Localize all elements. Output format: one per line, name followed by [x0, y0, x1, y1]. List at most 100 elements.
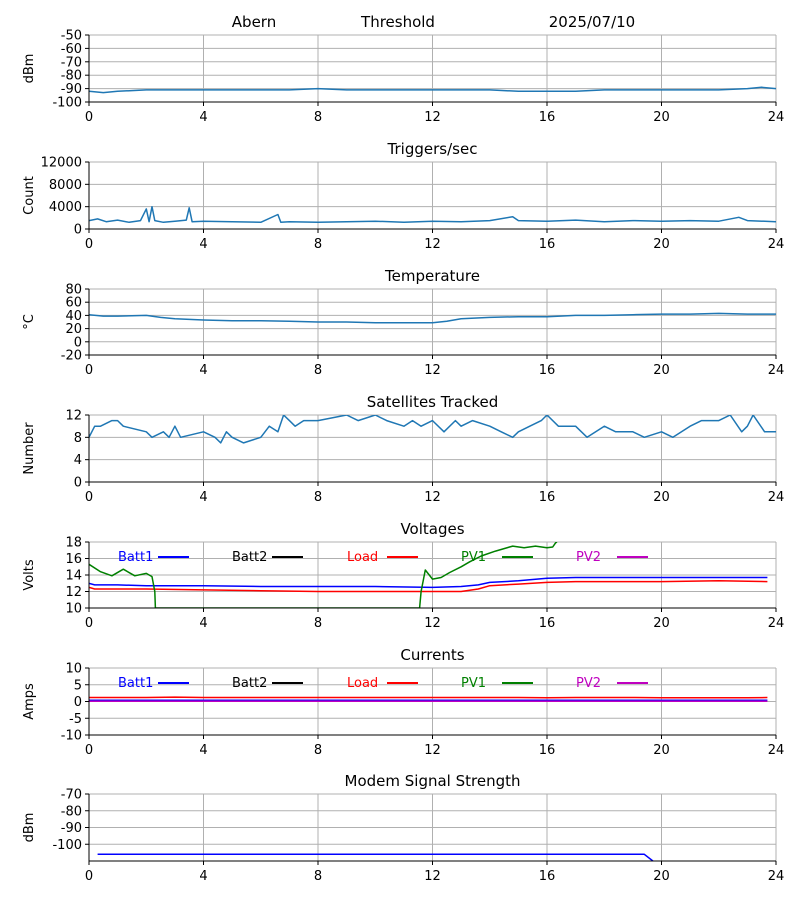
- x-tick-label: 8: [314, 616, 322, 631]
- x-tick-label: 20: [653, 869, 670, 884]
- x-tick-label: 8: [314, 490, 322, 505]
- y-tick-label: 40: [65, 309, 82, 324]
- y-tick-label: -70: [61, 788, 82, 803]
- x-tick-label: 0: [85, 363, 93, 378]
- x-tick-label: 16: [539, 490, 556, 505]
- y-tick-label: 80: [65, 283, 82, 298]
- panel-3: 0 4 8 12 16 20 24 0 4 8 12 Satellites Tracked Number: [22, 393, 784, 505]
- series-group: [89, 205, 776, 224]
- legend-label-pv2: PV2: [576, 676, 601, 691]
- series-group: [89, 312, 776, 324]
- x-tick-label: 4: [199, 490, 207, 505]
- y-tick-label: -100: [52, 838, 82, 853]
- x-tick-label: 16: [539, 363, 556, 378]
- y-tick-label: 12: [65, 585, 82, 600]
- panel-5: 0 4 8 12 16 20 24 -10 -5 0 510 Currents Amps Batt1 Bat…: [22, 646, 784, 758]
- legend-label-batt1: Batt1: [118, 550, 153, 565]
- y-axis-label: Number: [22, 422, 37, 475]
- legend-label-pv2: PV2: [576, 550, 601, 565]
- y-tick-label: -80: [61, 69, 82, 84]
- y-tick-label: 0: [74, 223, 82, 238]
- y-tick-label: 10: [65, 602, 82, 617]
- date-label: 2025/07/10: [549, 13, 635, 31]
- y-tick-label: 0: [74, 335, 82, 350]
- y-tick-label: 8000: [49, 178, 82, 193]
- legend-label-batt2: Batt2: [232, 676, 267, 691]
- legend-label-load: Load: [347, 676, 378, 691]
- x-tick-label: 8: [314, 363, 322, 378]
- legend-label-batt2: Batt2: [232, 550, 267, 565]
- x-tick-label: 0: [85, 490, 93, 505]
- series-line-load: [89, 580, 768, 593]
- panel-title: Satellites Tracked: [367, 393, 498, 411]
- series-line: [89, 415, 776, 444]
- x-tick-label: 12: [424, 110, 441, 125]
- y-tick-label: 12: [65, 409, 82, 424]
- x-tick-label: 20: [653, 616, 670, 631]
- x-tick-label: 0: [85, 237, 93, 252]
- x-tick-label: 12: [424, 363, 441, 378]
- y-tick-label: 8: [74, 431, 82, 446]
- y-tick-label: -90: [61, 82, 82, 97]
- y-axis-label: dBm: [22, 54, 37, 84]
- x-tick-label: 24: [768, 110, 785, 125]
- y-tick-label: 4000: [49, 200, 82, 215]
- x-tick-label: 24: [768, 869, 785, 884]
- x-tick-label: 8: [314, 869, 322, 884]
- x-tick-label: 0: [85, 869, 93, 884]
- x-tick-label: 4: [199, 616, 207, 631]
- x-tick-label: 12: [424, 743, 441, 758]
- x-tick-label: 0: [85, 110, 93, 125]
- x-tick-label: 20: [653, 363, 670, 378]
- y-tick-label: -20: [61, 349, 82, 364]
- x-tick-label: 24: [768, 616, 785, 631]
- legend-label-pv1: PV1: [461, 550, 486, 565]
- series-line: [89, 86, 776, 94]
- y-tick-label: -60: [61, 42, 82, 57]
- y-tick-label: 12000: [41, 156, 82, 171]
- x-tick-label: 4: [199, 110, 207, 125]
- x-tick-label: 4: [199, 237, 207, 252]
- y-tick-label: -70: [61, 55, 82, 70]
- x-tick-label: 24: [768, 490, 785, 505]
- y-tick-label: 16: [65, 552, 82, 567]
- x-tick-label: 4: [199, 869, 207, 884]
- legend-label-pv1: PV1: [461, 676, 486, 691]
- y-axis-label: °C: [22, 314, 37, 330]
- x-tick-label: 8: [314, 110, 322, 125]
- y-tick-label: -5: [69, 712, 82, 727]
- series-group: [89, 415, 776, 444]
- y-axis-label: Amps: [22, 683, 37, 720]
- panel-title: Temperature: [384, 267, 480, 285]
- x-tick-label: 16: [539, 237, 556, 252]
- y-tick-label: 18: [65, 536, 82, 551]
- x-tick-label: 0: [85, 616, 93, 631]
- series-group: [89, 696, 768, 702]
- x-tick-label: 16: [539, 616, 556, 631]
- x-tick-label: 24: [768, 363, 785, 378]
- panel-title: Currents: [400, 646, 464, 664]
- x-tick-label: 20: [653, 110, 670, 125]
- x-tick-label: 16: [539, 869, 556, 884]
- station-label: Abern: [232, 13, 276, 31]
- y-tick-label: 0: [74, 476, 82, 491]
- series-line-load: [89, 696, 768, 699]
- x-tick-label: 20: [653, 743, 670, 758]
- x-tick-label: 8: [314, 743, 322, 758]
- y-tick-label: 14: [65, 569, 82, 584]
- panel-1: 0 4 8 12 16 20 24 0 4000 8000 12000 Triggers/sec Cou…: [22, 140, 784, 252]
- legend-label-batt1: Batt1: [118, 676, 153, 691]
- x-tick-label: 8: [314, 237, 322, 252]
- y-axis-label: dBm: [22, 813, 37, 843]
- panel-6: 0 4 8 12 16 20 24 -100 -90 -80-70 Modem Signal Str…: [22, 772, 784, 884]
- series-group: [97, 853, 654, 861]
- mode-label: Threshold: [360, 13, 435, 31]
- series-line-pv1: [89, 542, 558, 608]
- series-line-batt1: [89, 576, 768, 589]
- x-tick-label: 16: [539, 743, 556, 758]
- panel-0: 0 4 8 12 16 20 24 -100-90-80-70-60-50 dBm: [22, 29, 784, 126]
- panel-title: Triggers/sec: [387, 140, 478, 158]
- x-tick-label: 20: [653, 490, 670, 505]
